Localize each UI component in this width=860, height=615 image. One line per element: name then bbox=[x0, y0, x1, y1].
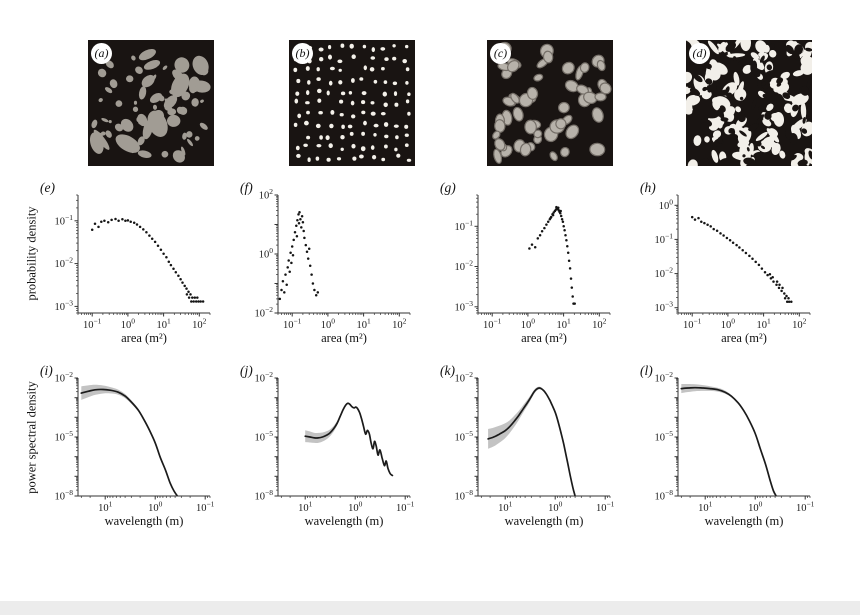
svg-text:10−1: 10−1 bbox=[483, 317, 502, 332]
chart-h: (h) 10−3 10−2 10−1 10−1 100 100 101 102 area (m… bbox=[636, 180, 816, 357]
svg-text:102: 102 bbox=[592, 317, 607, 332]
svg-text:10−2: 10−2 bbox=[255, 370, 274, 385]
svg-text:10−1: 10−1 bbox=[55, 213, 74, 228]
xlabel-i: wavelength (m) bbox=[104, 514, 184, 528]
panel-letter-e: (e) bbox=[40, 180, 55, 195]
svg-text:10−8: 10−8 bbox=[55, 488, 74, 503]
plot-h: 10−3 10−2 10−1 10−1 100 100 101 102 bbox=[655, 194, 811, 332]
plot-g: 10−3 10−2 10−1 10−1 100 101 102 bbox=[455, 194, 611, 332]
xlabel-f: area (m²) bbox=[321, 331, 367, 345]
svg-text:100: 100 bbox=[659, 197, 674, 212]
svg-text:10−8: 10−8 bbox=[655, 488, 674, 503]
xlabel-h: area (m²) bbox=[721, 331, 767, 345]
panel-letter-i: (i) bbox=[40, 363, 53, 378]
xlabel-e: area (m²) bbox=[121, 331, 167, 345]
bottom-strip bbox=[0, 601, 860, 615]
svg-text:10−2: 10−2 bbox=[255, 305, 274, 320]
svg-text:10−3: 10−3 bbox=[55, 298, 74, 313]
chart-i: (i) 10−8 10−5 10−2 10−1 100 101 wavelength (m… bbox=[36, 363, 216, 540]
svg-text:10−5: 10−5 bbox=[455, 429, 474, 444]
svg-text:100: 100 bbox=[721, 317, 736, 332]
svg-text:10−5: 10−5 bbox=[55, 429, 74, 444]
panel-letter-k: (k) bbox=[440, 363, 455, 378]
pattern-panel-a: (a) bbox=[88, 40, 214, 166]
xlabel-l: wavelength (m) bbox=[704, 514, 784, 528]
chart-l: (l) 10−8 10−5 10−2 10−1 100 101 wavelength (m… bbox=[636, 363, 816, 540]
svg-text:101: 101 bbox=[156, 317, 171, 332]
svg-text:10−1: 10−1 bbox=[396, 500, 415, 515]
svg-text:100: 100 bbox=[321, 317, 336, 332]
svg-text:100: 100 bbox=[521, 317, 536, 332]
svg-text:10−8: 10−8 bbox=[455, 488, 474, 503]
pattern-panel-c: (c) bbox=[487, 40, 613, 166]
svg-text:100: 100 bbox=[148, 500, 163, 515]
panel-letter-g: (g) bbox=[440, 180, 456, 195]
svg-text:10−2: 10−2 bbox=[655, 266, 674, 281]
svg-text:10−1: 10−1 bbox=[655, 231, 674, 246]
pattern-panel-b: (b) bbox=[289, 40, 415, 166]
chart-e: (e) 10−3 10−2 10−1 10−1 100 101 102 area (m²) bbox=[36, 180, 216, 357]
xlabel-g: area (m²) bbox=[521, 331, 567, 345]
xlabel-k: wavelength (m) bbox=[504, 514, 584, 528]
pattern-panel-d: (d) bbox=[686, 40, 812, 166]
plot-l: 10−8 10−5 10−2 10−1 100 101 bbox=[655, 370, 815, 515]
chart-f: (f) 10−2 10−1 100 100 101 102 102 area (m²) bbox=[236, 180, 416, 357]
panel-letter-f: (f) bbox=[240, 180, 253, 195]
svg-text:102: 102 bbox=[259, 187, 274, 202]
svg-text:101: 101 bbox=[556, 317, 571, 332]
pattern-image-b bbox=[289, 40, 415, 166]
svg-text:101: 101 bbox=[356, 317, 371, 332]
plot-k: 10−8 10−5 10−2 10−1 100 101 bbox=[455, 370, 615, 515]
svg-text:10−8: 10−8 bbox=[255, 488, 274, 503]
xlabel-j: wavelength (m) bbox=[304, 514, 384, 528]
svg-text:100: 100 bbox=[348, 500, 363, 515]
pattern-image-a bbox=[88, 40, 214, 166]
panel-letter-l: (l) bbox=[640, 363, 653, 378]
svg-text:102: 102 bbox=[792, 317, 807, 332]
svg-text:102: 102 bbox=[392, 317, 407, 332]
svg-text:10−1: 10−1 bbox=[455, 218, 474, 233]
svg-text:10−1: 10−1 bbox=[283, 317, 302, 332]
chart-g: (g) 10−3 10−2 10−1 10−1 100 101 102 area (m²) bbox=[436, 180, 616, 357]
chart-k: (k) 10−8 10−5 10−2 10−1 100 101 wavelength (m… bbox=[436, 363, 616, 540]
svg-text:10−1: 10−1 bbox=[83, 317, 102, 332]
svg-text:10−5: 10−5 bbox=[255, 429, 274, 444]
svg-text:10−2: 10−2 bbox=[55, 256, 74, 271]
svg-text:10−2: 10−2 bbox=[455, 259, 474, 274]
panel-letter-h: (h) bbox=[640, 180, 656, 195]
svg-text:102: 102 bbox=[192, 317, 207, 332]
chart-j: (j) 10−8 10−5 10−2 10−1 100 101 wavelength (m… bbox=[236, 363, 416, 540]
panel-label-a: (a) bbox=[91, 43, 112, 64]
svg-text:100: 100 bbox=[121, 317, 135, 332]
svg-text:10−2: 10−2 bbox=[455, 370, 474, 385]
svg-text:10−3: 10−3 bbox=[455, 299, 474, 314]
panel-letter-j: (j) bbox=[240, 363, 253, 378]
plot-i: 10−8 10−5 10−2 10−1 100 101 bbox=[55, 370, 215, 515]
svg-text:101: 101 bbox=[698, 500, 713, 515]
panel-label-b: (b) bbox=[292, 43, 313, 64]
panel-label-c: (c) bbox=[490, 43, 511, 64]
svg-text:10−2: 10−2 bbox=[55, 370, 74, 385]
svg-text:101: 101 bbox=[98, 500, 113, 515]
svg-text:10−1: 10−1 bbox=[796, 500, 815, 515]
pattern-image-d bbox=[686, 40, 812, 166]
svg-text:101: 101 bbox=[298, 500, 313, 515]
svg-text:101: 101 bbox=[498, 500, 513, 515]
svg-text:10−3: 10−3 bbox=[655, 300, 674, 315]
svg-text:10−5: 10−5 bbox=[655, 429, 674, 444]
pattern-image-c bbox=[487, 40, 613, 166]
plot-e: 10−3 10−2 10−1 10−1 100 101 102 bbox=[55, 194, 211, 332]
panel-label-d: (d) bbox=[689, 43, 710, 64]
svg-text:101: 101 bbox=[756, 317, 771, 332]
svg-text:10−1: 10−1 bbox=[596, 500, 615, 515]
plot-f: 10−2 10−1 100 100 101 102 102 bbox=[255, 187, 411, 332]
plot-j: 10−8 10−5 10−2 10−1 100 101 bbox=[255, 370, 415, 515]
svg-text:10−1: 10−1 bbox=[196, 500, 215, 515]
svg-text:10−1: 10−1 bbox=[683, 317, 702, 332]
svg-text:100: 100 bbox=[548, 500, 563, 515]
svg-text:100: 100 bbox=[748, 500, 763, 515]
svg-text:100: 100 bbox=[259, 246, 274, 261]
svg-text:10−2: 10−2 bbox=[655, 370, 674, 385]
